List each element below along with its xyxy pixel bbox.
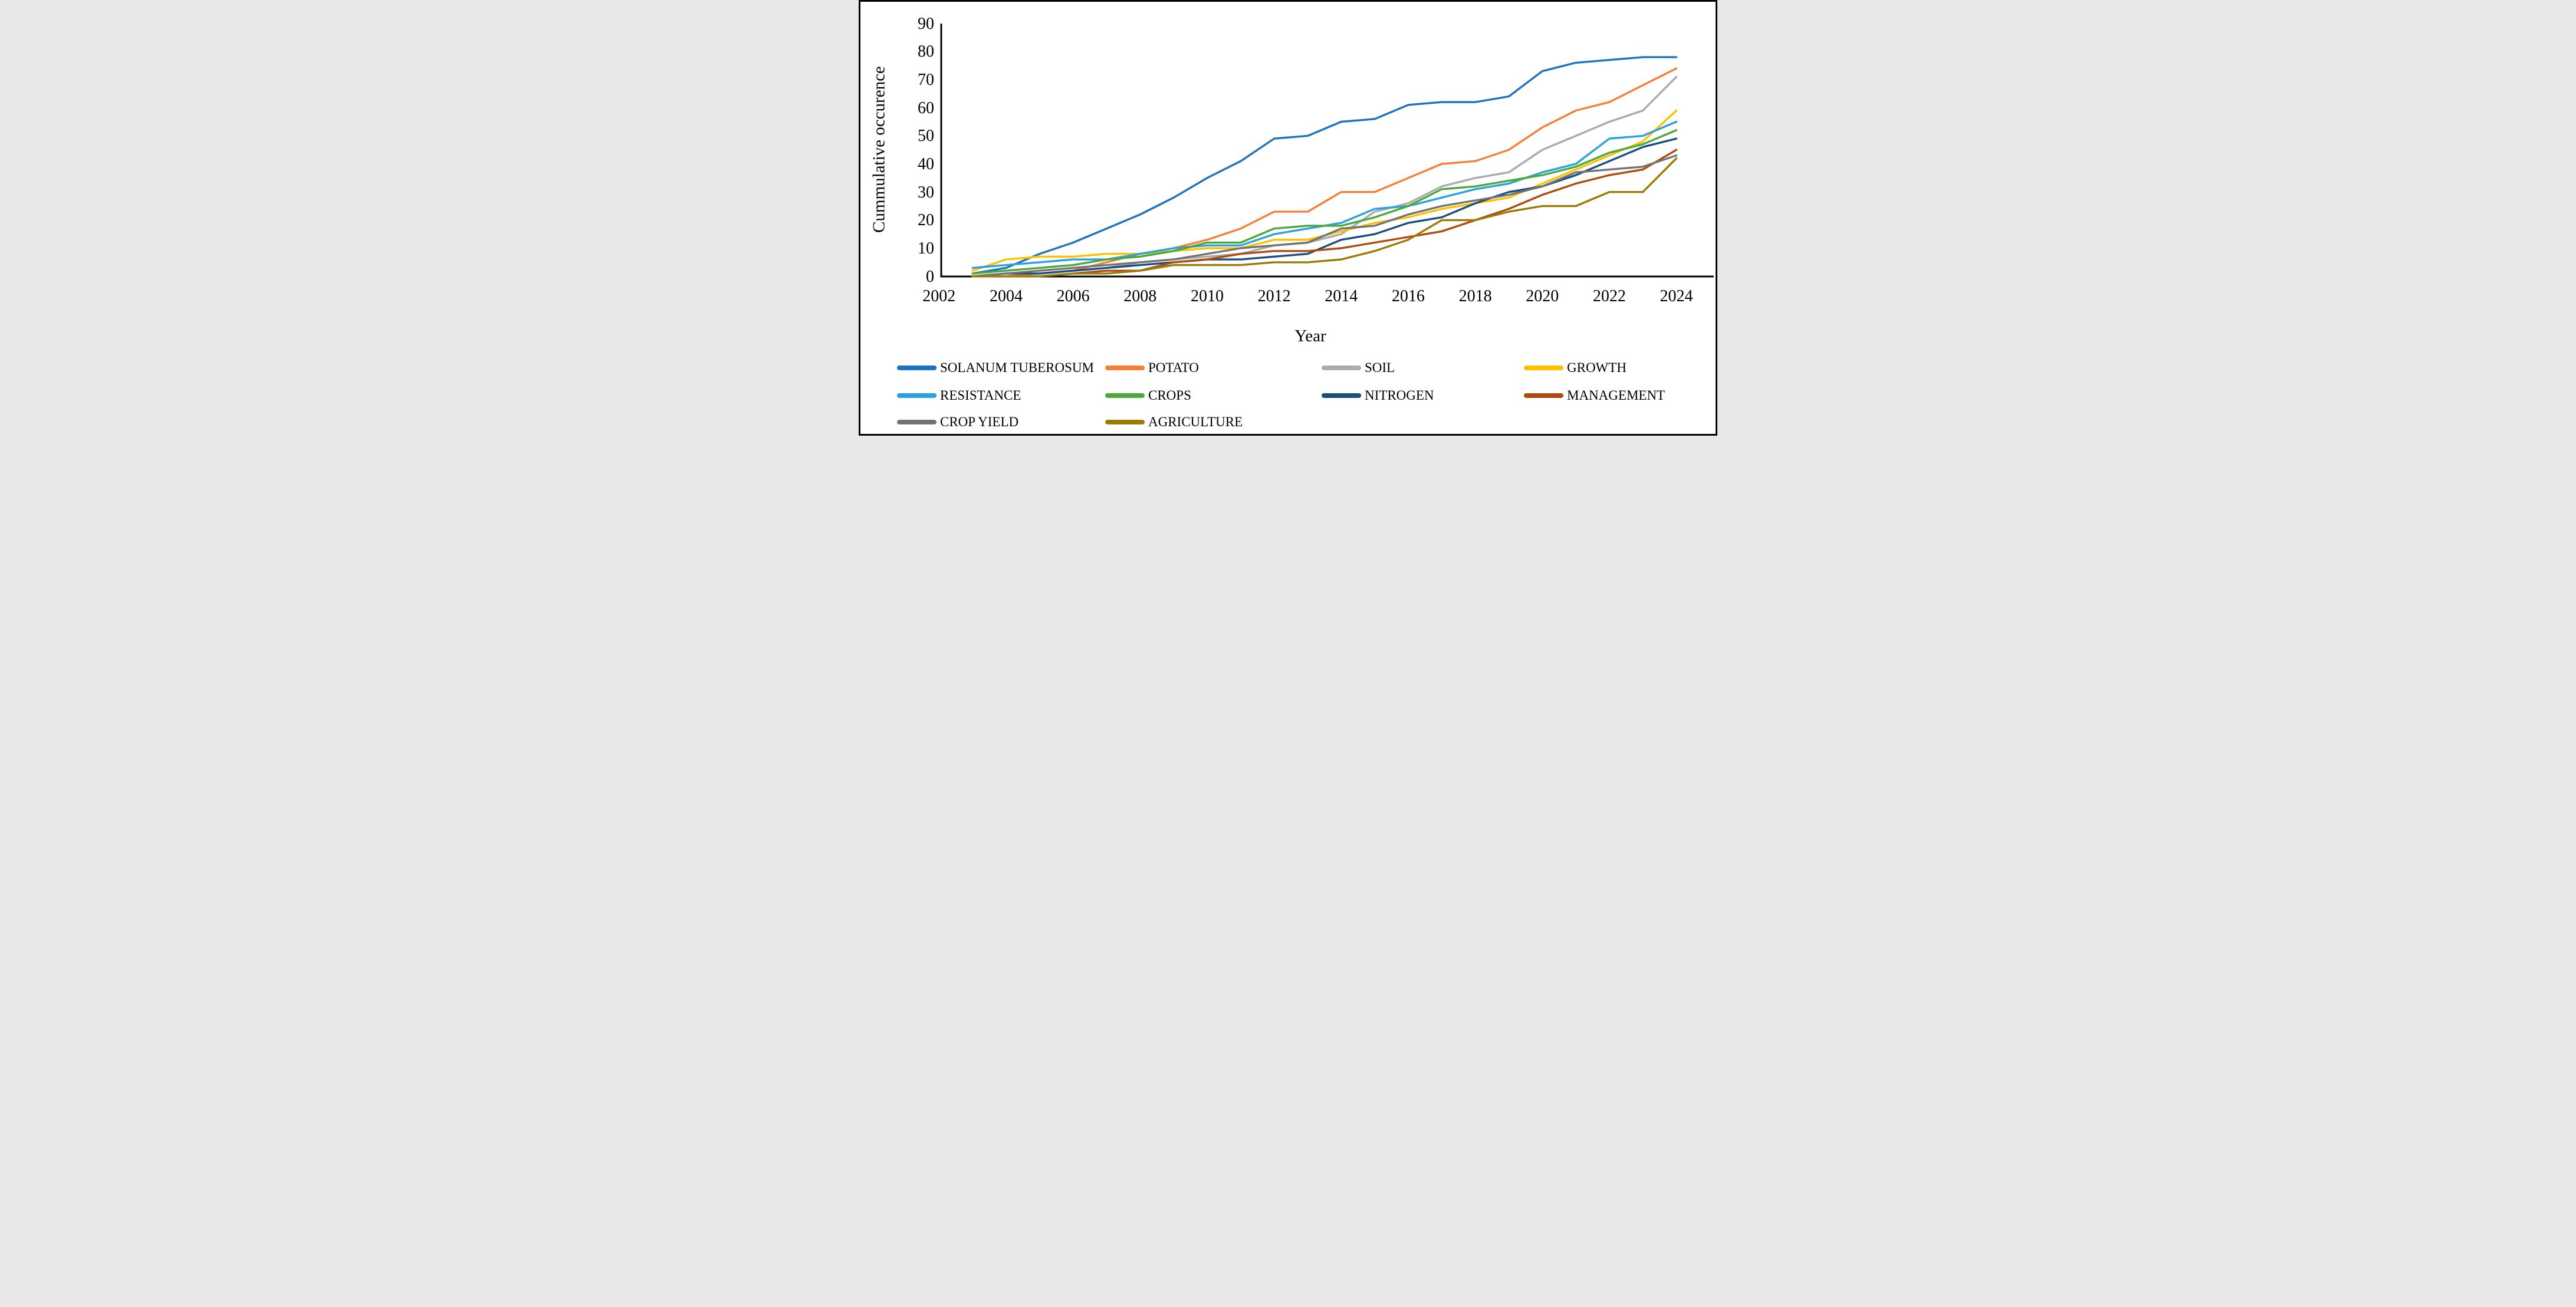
y-tick-label: 60 [918,98,934,117]
x-tick-label: 2012 [1257,287,1291,305]
x-tick-label: 2014 [1325,287,1358,305]
series-line-crop-yield [971,154,1678,278]
x-tick-label: 2008 [1123,287,1157,305]
y-tick-label: 90 [918,14,934,33]
y-tick-label: 50 [918,127,934,146]
y-tick-label: 40 [918,155,934,174]
y-axis-title: Cummulative occurence [869,66,889,233]
chart-figure: 0 10 20 30 40 50 60 70 80 90 2002 2004 2006 2008 2010… [859,0,1717,436]
series-line-crops [971,129,1678,275]
x-tick-label: 2024 [1660,287,1693,305]
y-tick-label: 80 [918,42,934,61]
x-tick-label: 2006 [1056,287,1090,305]
x-tick-label: 2010 [1190,287,1224,305]
series-line-nitrogen [971,137,1678,278]
line-chart [940,24,1714,278]
y-tick-label: 0 [926,267,934,286]
x-tick-label: 2022 [1592,287,1626,305]
y-tick-label: 70 [918,71,934,90]
series-line-solanum-tuberosum [971,56,1678,275]
y-tick-label: 10 [918,239,934,258]
y-tick-label: 20 [918,211,934,230]
x-tick-label: 2018 [1458,287,1492,305]
x-axis-title: Year [1294,327,1326,345]
x-tick-label: 2016 [1391,287,1425,305]
x-tick-label: 2020 [1526,287,1559,305]
series-line-agriculture [971,157,1678,278]
y-tick-label: 30 [918,183,934,202]
x-tick-label: 2004 [989,287,1023,305]
series-line-management [971,149,1678,278]
x-tick-label: 2002 [922,287,956,305]
